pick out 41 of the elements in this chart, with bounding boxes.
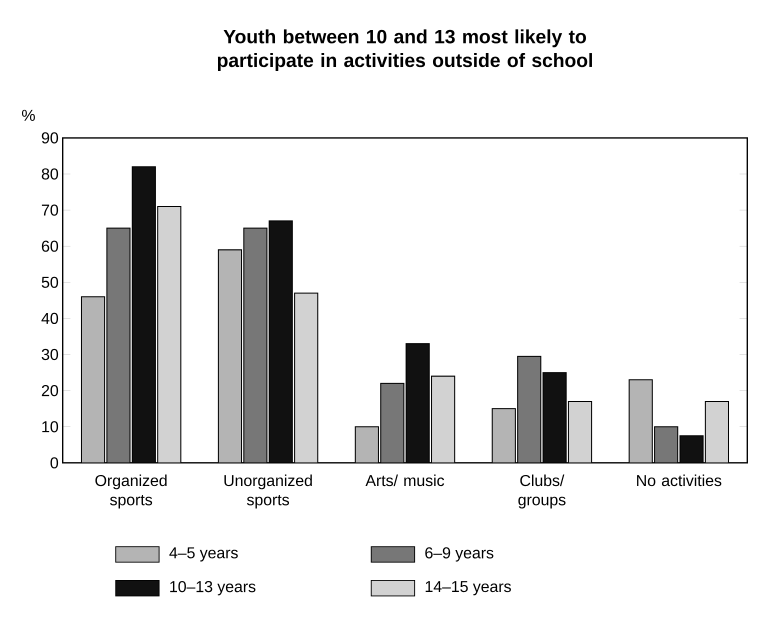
- legend-label: 10–13 years: [170, 580, 256, 596]
- legend-label: 14–15 years: [426, 580, 511, 596]
- x-tick-label: Unorganized sports: [224, 474, 312, 508]
- bar: [628, 379, 653, 463]
- bar: [432, 376, 455, 463]
- x-tick-label: Arts/ music: [365, 474, 444, 486]
- bar: [704, 400, 730, 463]
- bar: [158, 206, 181, 463]
- bar: [568, 401, 592, 463]
- y-axis-title: %: [22, 110, 35, 121]
- bar: [543, 372, 566, 463]
- bar: [355, 426, 378, 463]
- bar: [81, 296, 105, 463]
- y-tick-label: 10: [42, 421, 58, 432]
- bar: [269, 220, 292, 463]
- bar: [406, 344, 430, 463]
- y-tick-label: 80: [42, 168, 58, 180]
- y-tick-label: 0: [50, 457, 58, 468]
- bar: [106, 228, 130, 463]
- y-tick-label: 20: [42, 384, 58, 396]
- bar: [132, 166, 156, 463]
- bar: [654, 426, 678, 463]
- bar: [218, 250, 242, 463]
- y-tick-label: 40: [41, 312, 58, 324]
- bar: [294, 293, 318, 463]
- bar: [492, 408, 516, 463]
- bar: [679, 435, 704, 463]
- x-tick-label: Organized sports: [95, 474, 167, 508]
- x-tick-label: No activities: [637, 474, 722, 486]
- bar: [244, 228, 267, 463]
- chart-title: Youth between 10 and 13 most likely to participate in activities outside of school: [218, 29, 592, 71]
- bar: [380, 383, 404, 463]
- legend-label: 6–9 years: [425, 547, 494, 562]
- y-tick-label: 30: [42, 348, 58, 360]
- y-tick-label: 50: [42, 276, 58, 288]
- y-tick-label: 90: [42, 132, 58, 144]
- y-tick-label: 60: [42, 240, 58, 252]
- bar: [518, 356, 541, 463]
- y-tick-label: 70: [42, 204, 58, 216]
- legend-label: 4–5 years: [169, 547, 238, 562]
- x-tick-label: Clubs/ groups: [518, 474, 566, 508]
